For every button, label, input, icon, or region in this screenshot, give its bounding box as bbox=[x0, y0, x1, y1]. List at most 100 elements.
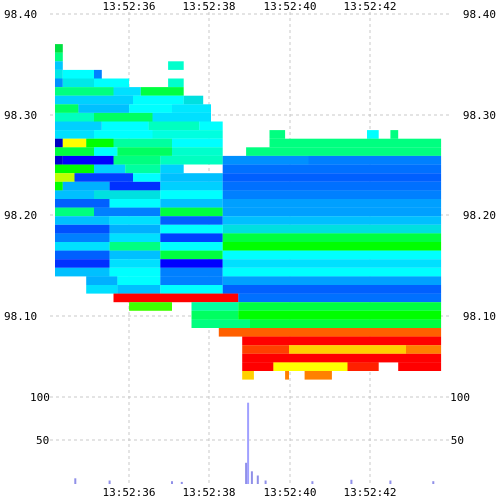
heatmap-cell bbox=[160, 285, 223, 294]
heatmap-cell bbox=[168, 78, 184, 88]
volume-tick-left: 100 bbox=[30, 391, 50, 404]
heatmap-cell bbox=[398, 362, 442, 371]
volume-bar bbox=[264, 480, 267, 484]
heatmap-cell bbox=[113, 87, 141, 96]
heatmap-cell bbox=[222, 155, 309, 165]
heatmap-cell bbox=[242, 345, 289, 354]
heatmap-cell bbox=[62, 155, 114, 165]
heatmap-cell bbox=[94, 130, 153, 139]
volume-bar bbox=[389, 480, 392, 484]
price-tick-right: 98.40 bbox=[463, 8, 496, 21]
volume-bar bbox=[245, 462, 248, 484]
heatmap-cell bbox=[308, 155, 442, 165]
x-tick-top: 13:52:40 bbox=[264, 0, 317, 13]
heatmap-cell bbox=[129, 104, 172, 113]
heatmap-cell bbox=[55, 224, 110, 234]
heatmap-cell bbox=[129, 302, 172, 311]
heatmap-cell bbox=[101, 121, 149, 131]
heatmap-cell bbox=[222, 259, 442, 268]
heatmap-cell bbox=[133, 95, 184, 105]
heatmap-cell bbox=[109, 199, 161, 208]
heatmap-cell bbox=[55, 69, 63, 79]
volume-bar bbox=[247, 402, 250, 484]
heatmap-cell bbox=[125, 164, 161, 174]
heatmap-cell bbox=[160, 181, 223, 191]
heatmap-cell bbox=[160, 250, 223, 260]
heatmap-cell bbox=[55, 155, 63, 165]
heatmap-cell bbox=[222, 181, 442, 191]
price-tick-right: 98.10 bbox=[463, 310, 496, 323]
x-tick-bottom: 13:52:40 bbox=[264, 486, 317, 499]
heatmap-cell bbox=[390, 130, 399, 139]
volume-bar bbox=[311, 481, 314, 484]
heatmap-cell bbox=[222, 242, 442, 251]
heatmap-cell bbox=[55, 130, 94, 139]
heatmap-cell bbox=[55, 44, 63, 53]
heatmap-cell bbox=[55, 207, 94, 217]
heatmap-cell bbox=[94, 190, 161, 199]
volume-layer bbox=[74, 402, 435, 484]
volume-tick-left: 50 bbox=[36, 434, 49, 447]
heatmap-cell bbox=[238, 302, 442, 311]
heatmap-cell bbox=[172, 147, 223, 156]
heatmap-layer bbox=[55, 44, 442, 380]
heatmap-cell bbox=[269, 138, 442, 148]
heatmap-cell bbox=[117, 276, 161, 285]
heatmap-cell bbox=[191, 302, 239, 311]
heatmap-cell bbox=[94, 78, 130, 88]
heatmap-cell bbox=[160, 216, 223, 225]
heatmap-cell bbox=[250, 319, 442, 328]
heatmap-cell bbox=[55, 199, 110, 208]
heatmap-cell bbox=[55, 164, 94, 174]
heatmap-cell bbox=[55, 267, 110, 277]
heatmap-cell bbox=[289, 345, 406, 354]
heatmap-cell bbox=[109, 242, 161, 251]
heatmap-cell bbox=[242, 353, 442, 363]
heatmap-cell bbox=[94, 147, 118, 156]
heatmap-cell bbox=[109, 233, 161, 242]
heatmap-cell bbox=[152, 130, 223, 139]
price-tick-left: 98.20 bbox=[4, 209, 37, 222]
volume-bar bbox=[108, 480, 111, 484]
heatmap-cell bbox=[86, 138, 114, 148]
x-tick-bottom: 13:52:38 bbox=[183, 486, 236, 499]
heatmap-cell bbox=[222, 233, 442, 242]
price-tick-left: 98.40 bbox=[4, 8, 37, 21]
heatmap-cell bbox=[367, 130, 379, 139]
x-tick-bottom: 13:52:36 bbox=[103, 486, 156, 499]
heatmap-cell bbox=[242, 362, 274, 371]
heatmap-cell bbox=[172, 104, 211, 113]
price-tick-left: 98.30 bbox=[4, 109, 37, 122]
heatmap-cell bbox=[94, 112, 153, 122]
heatmap-cell bbox=[222, 173, 442, 182]
heatmap-cell bbox=[109, 259, 161, 268]
heatmap-cell bbox=[347, 362, 379, 371]
heatmap-cell bbox=[133, 173, 161, 182]
heatmap-cell bbox=[55, 138, 63, 148]
x-tick-bottom: 13:52:42 bbox=[344, 486, 397, 499]
heatmap-cell bbox=[238, 310, 442, 320]
heatmap-cell bbox=[160, 173, 223, 182]
heatmap-cell bbox=[222, 250, 442, 260]
heatmap-cell bbox=[172, 138, 223, 148]
heatmap-cell bbox=[304, 371, 332, 380]
heatmap-cell bbox=[74, 173, 133, 182]
heatmap-cell bbox=[55, 87, 114, 96]
heatmap-cell bbox=[168, 61, 184, 70]
heatmap-cell bbox=[222, 207, 442, 217]
heatmap-cell bbox=[222, 285, 442, 294]
heatmap-cell bbox=[222, 199, 442, 208]
heatmap-cell bbox=[55, 95, 133, 105]
volume-tick-right: 50 bbox=[451, 434, 464, 447]
heatmap-cell bbox=[140, 87, 184, 96]
heatmap-cell bbox=[238, 293, 442, 303]
heatmap-cell bbox=[55, 147, 94, 156]
heatmap-cell bbox=[55, 61, 63, 70]
heatmap-cell bbox=[242, 336, 442, 346]
heatmap-cell bbox=[117, 285, 161, 294]
price-tick-right: 98.20 bbox=[463, 209, 496, 222]
heatmap-cell bbox=[55, 78, 63, 88]
heatmap-cell bbox=[55, 233, 110, 242]
heatmap-cell bbox=[62, 78, 94, 88]
